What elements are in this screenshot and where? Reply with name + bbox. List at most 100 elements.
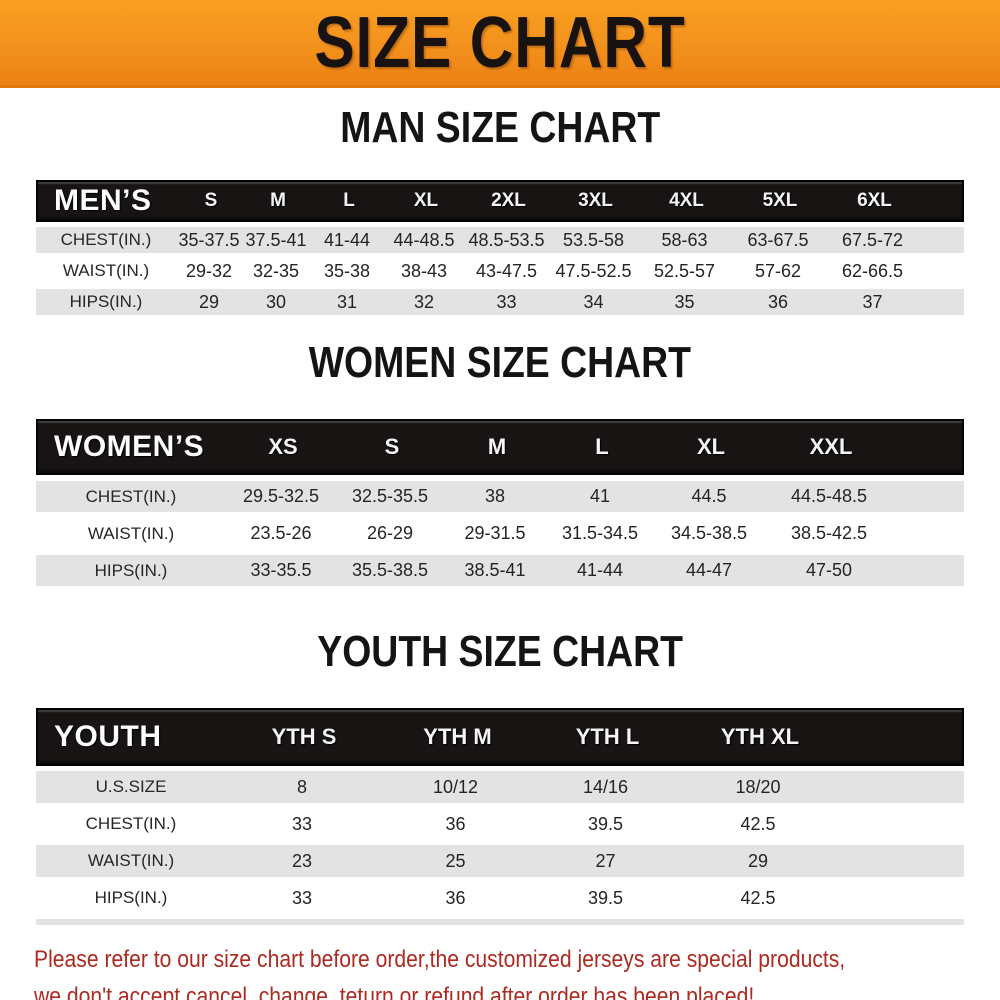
column-header: YTH M	[423, 724, 492, 749]
value-cell: 29	[747, 850, 769, 871]
column-header: YTH XL	[720, 724, 800, 749]
disclaimer-line-1-text: Please refer to our size chart before or…	[34, 946, 846, 973]
value-cell: 26-29	[366, 523, 414, 543]
row-label: CHEST(IN.)	[85, 486, 177, 506]
table-header-row: WOMEN’S XS S M L XL XXL	[36, 419, 964, 475]
column-header: 6XL	[857, 190, 892, 211]
value-cell: 29	[198, 291, 220, 312]
value-cell: 30	[265, 291, 287, 312]
value-cell: 25	[445, 850, 466, 871]
value-cell: 35.5-38.5	[351, 560, 429, 580]
value-cell: 41	[589, 486, 611, 506]
column-header: 5XL	[762, 190, 798, 211]
row-label: CHEST(IN.)	[85, 814, 177, 833]
value-cell: 47-50	[805, 560, 853, 580]
size-chart-banner: SIZE CHART	[0, 0, 1000, 88]
disclaimer-line-1: Please refer to our size chart before or…	[34, 941, 984, 978]
column-header: L	[595, 434, 609, 459]
value-cell: 67.5-72	[841, 229, 904, 250]
value-cell: 14/16	[582, 776, 629, 797]
value-cell: 10/12	[432, 776, 479, 797]
table-bottom-strip	[36, 919, 964, 925]
value-cell: 23.5-26	[250, 523, 312, 543]
value-cell: 33	[291, 813, 313, 834]
column-header: L	[343, 190, 355, 211]
womens-section: WOMEN SIZE CHART WOMEN’S XS S M L XL XXL CHEST(…	[0, 340, 1000, 586]
value-cell: 34	[583, 291, 604, 312]
table-corner-label: YOUTH	[54, 720, 162, 753]
womens-heading-text: WOMEN SIZE CHART	[308, 338, 692, 387]
table-header-row: MEN’S S M L XL 2XL 3XL 4XL 5XL 6XL	[36, 180, 964, 222]
value-cell: 57-62	[754, 260, 802, 281]
table-row: CHEST(IN.) 35-37.5 37.5-41 41-44 44-48.5 48.5…	[36, 227, 964, 253]
value-cell: 8	[296, 776, 307, 797]
mens-section: MAN SIZE CHART MEN’S S M L XL 2XL 3XL 4XL 5XL 6XL…	[0, 105, 1000, 315]
value-cell: 44-48.5	[393, 229, 455, 250]
value-cell: 44-47	[685, 560, 733, 580]
value-cell: 23	[291, 850, 313, 871]
value-cell: 32.5-35.5	[351, 486, 429, 506]
value-cell: 37	[862, 291, 883, 312]
table-row: CHEST(IN.) 33 36 39.5 42.5	[36, 808, 964, 840]
value-cell: 58-63	[661, 229, 708, 250]
value-cell: 33-35.5	[250, 560, 312, 580]
table-row: CHEST(IN.) 29.5-32.5 32.5-35.5 38 41 44.5 44.5…	[36, 481, 964, 512]
value-cell: 44.5-48.5	[790, 486, 868, 506]
row-label: WAIST(IN.)	[87, 851, 175, 870]
disclaimer-line-2: we don't accept cancel, change, teturn o…	[34, 978, 984, 1000]
value-cell: 29-31.5	[464, 523, 526, 543]
value-cell: 43-47.5	[475, 260, 538, 281]
column-header: M	[270, 190, 286, 211]
column-header: 3XL	[578, 190, 613, 211]
value-cell: 42.5	[740, 813, 776, 834]
value-cell: 29-32	[185, 260, 233, 281]
value-cell: 32	[413, 291, 435, 312]
value-cell: 33	[291, 887, 313, 908]
value-cell: 35-37.5	[178, 229, 240, 250]
table-row: U.S.SIZE 8 10/12 14/16 18/20	[36, 771, 964, 803]
value-cell: 39.5	[587, 887, 624, 908]
womens-section-heading: WOMEN SIZE CHART	[0, 340, 1000, 396]
row-label: WAIST(IN.)	[62, 261, 150, 280]
value-cell: 41-44	[323, 229, 371, 250]
order-disclaimer: Please refer to our size chart before or…	[34, 941, 984, 1000]
value-cell: 34.5-38.5	[670, 523, 748, 543]
column-header: XS	[268, 434, 298, 459]
table-row: WAIST(IN.) 23.5-26 26-29 29-31.5 31.5-34.5 34…	[36, 518, 964, 549]
column-header: YTH L	[575, 724, 640, 749]
value-cell: 38	[484, 486, 506, 506]
table-row: HIPS(IN.) 33-35.5 35.5-38.5 38.5-41 41-44 44-…	[36, 555, 964, 586]
row-label: U.S.SIZE	[95, 777, 167, 796]
value-cell: 62-66.5	[841, 260, 904, 281]
disclaimer-line-2-text: we don't accept cancel, change, teturn o…	[34, 983, 755, 1000]
mens-section-heading: MAN SIZE CHART	[0, 105, 1000, 161]
column-header: YTH S	[271, 724, 337, 749]
mens-heading-text: MAN SIZE CHART	[340, 103, 660, 152]
value-cell: 39.5	[587, 813, 624, 834]
table-corner-label: WOMEN’S	[54, 430, 205, 463]
value-cell: 29.5-32.5	[242, 486, 320, 506]
row-label: HIPS(IN.)	[94, 560, 168, 580]
value-cell: 33	[496, 291, 517, 312]
value-cell: 52.5-57	[653, 260, 716, 281]
column-header: 4XL	[669, 190, 704, 211]
table-row: HIPS(IN.) 29 30 31 32 33 34 35 36 37	[36, 289, 964, 315]
value-cell: 31	[336, 291, 358, 312]
column-header: S	[384, 434, 400, 459]
column-header: XL	[413, 190, 439, 211]
value-cell: 48.5-53.5	[468, 229, 545, 250]
value-cell: 37.5-41	[245, 229, 307, 250]
youth-size-table: YOUTH YTH S YTH M YTH L YTH XL U.S.SIZE 8 10/12…	[36, 708, 964, 925]
value-cell: 31.5-34.5	[561, 523, 639, 543]
column-header: S	[204, 190, 218, 211]
table-corner-label: MEN’S	[54, 184, 152, 217]
value-cell: 53.5-58	[562, 229, 625, 250]
table-header-row: YOUTH YTH S YTH M YTH L YTH XL	[36, 708, 964, 766]
value-cell: 41-44	[576, 560, 624, 580]
value-cell: 36	[445, 887, 466, 908]
womens-size-table: WOMEN’S XS S M L XL XXL CHEST(IN.) 29.5-32.5 32.5…	[36, 419, 964, 586]
value-cell: 44.5	[691, 486, 727, 506]
column-header: XL	[696, 434, 726, 459]
column-header: XXL	[809, 434, 853, 459]
youth-section: YOUTH SIZE CHART YOUTH YTH S YTH M YTH L YTH…	[0, 629, 1000, 925]
